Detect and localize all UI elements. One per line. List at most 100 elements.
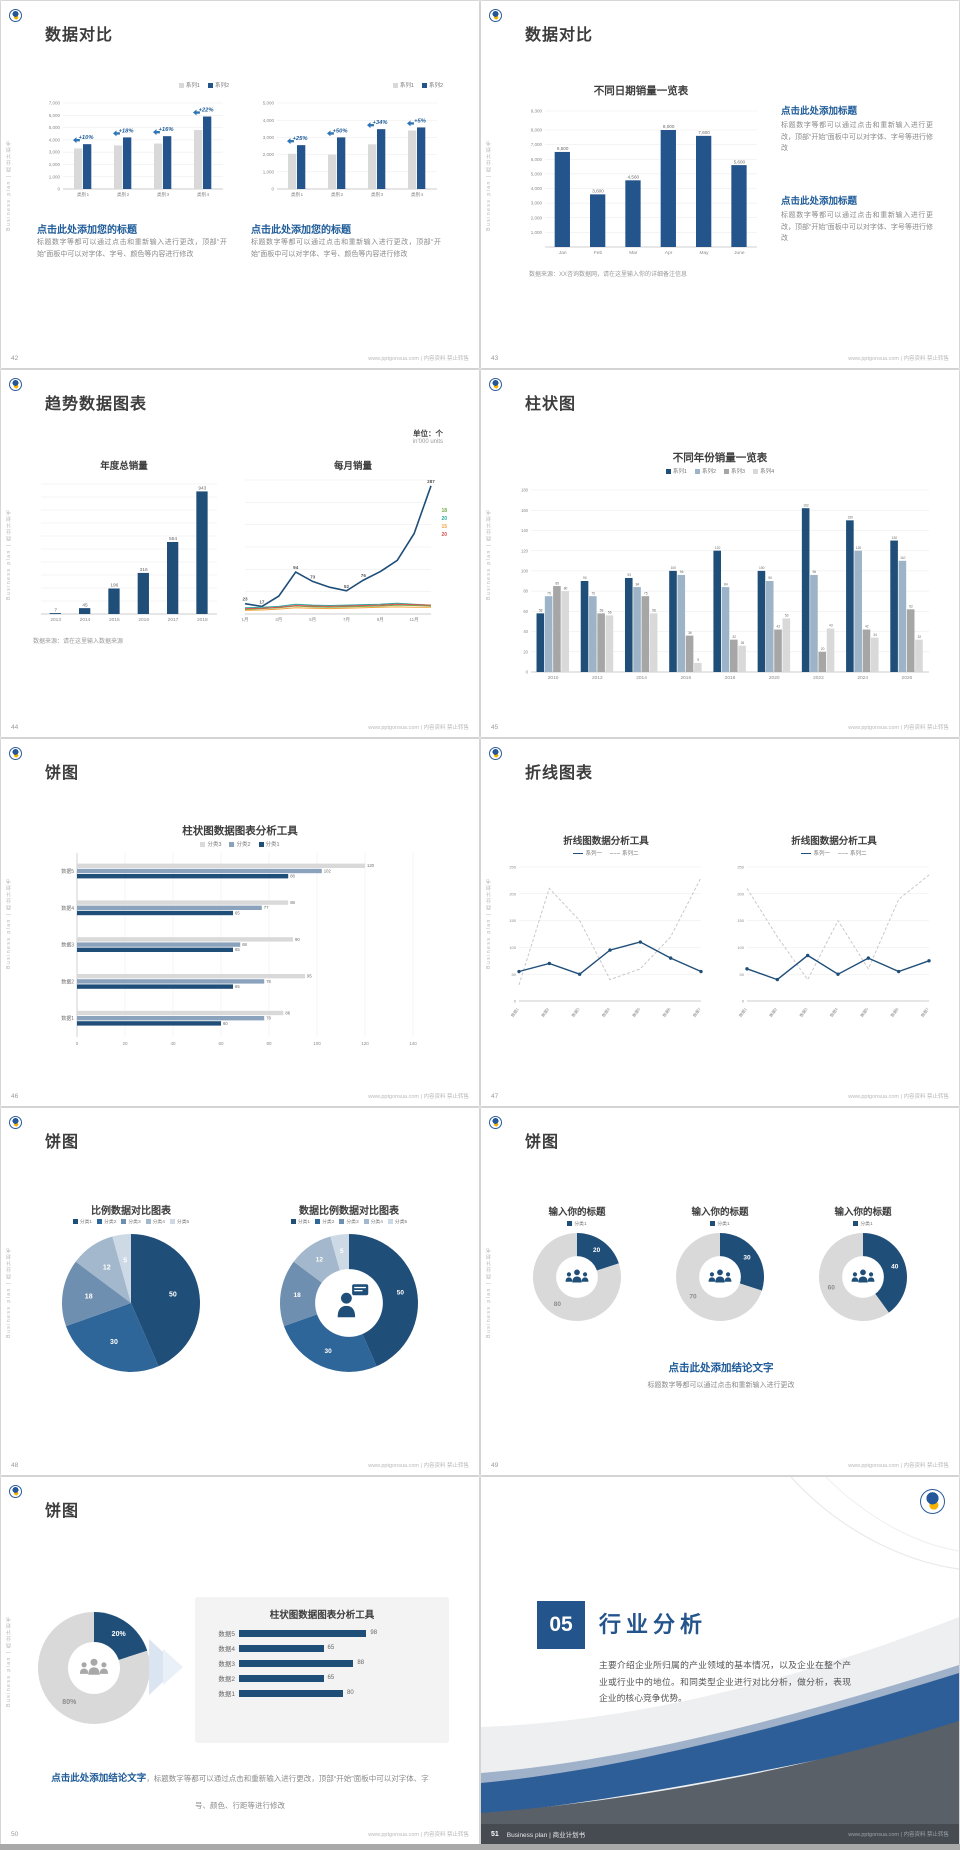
chart-legend: 分类1 分类2 分类3 分类4 分类5 [243, 1218, 455, 1225]
chart-legend: 分类1 [660, 1220, 780, 1227]
svg-text:6,500: 6,500 [557, 146, 569, 151]
column-chart: 0 20 40 60 80 100 120 140 160 180 58 75 85 80 2010 90 75… [505, 476, 935, 684]
svg-text:2,000: 2,000 [263, 152, 275, 157]
block-heading: 点击此处添加标题 [781, 196, 858, 207]
chart-title: 数据比例数据对比图表 [299, 1206, 399, 1217]
svg-text:7: 7 [54, 607, 57, 613]
svg-text:2010: 2010 [548, 675, 559, 681]
svg-text:6,000: 6,000 [49, 113, 61, 118]
chart-legend: 系列1 系列2 [251, 81, 443, 89]
svg-text:类别4: 类别4 [197, 191, 210, 198]
svg-text:84: 84 [724, 582, 728, 586]
slide-47[interactable]: Business plan | 商业计划书 折线图表 折线图数据分析工具 系列一… [481, 739, 959, 1106]
side-caption: Business plan | 商业计划书 [486, 1245, 492, 1338]
slide-46[interactable]: Business plan | 商业计划书 饼图 柱状图数据图表分析工具 分类3… [1, 739, 479, 1106]
grouped-bar-chart: 0 1,000 2,000 3,000 4,000 5,000 类别1 +25% 类别2 +50%… [251, 89, 443, 201]
unit-text: 单位：个 [413, 429, 443, 438]
slide-50[interactable]: Business plan | 商业计划书 饼图 20% 80% 柱状图数据图表分… [1, 1477, 479, 1844]
svg-text:100: 100 [313, 1041, 321, 1046]
svg-text:11月: 11月 [410, 617, 419, 623]
svg-text:250: 250 [509, 865, 516, 870]
side-caption: Business plan | 商业计划书 [6, 876, 12, 969]
svg-text:30: 30 [324, 1348, 332, 1355]
slide-footer-url: www.pptgonsua.com | 内容资料 禁止转售 [368, 356, 469, 362]
svg-text:43: 43 [829, 624, 833, 628]
svg-text:类别4: 类别4 [411, 191, 424, 198]
chart-title: 年度总销量 [100, 461, 148, 472]
svg-text:120: 120 [856, 546, 862, 550]
svg-text:数据5: 数据5 [61, 868, 74, 875]
grouped-bar-chart: 0 1,000 2,000 3,000 4,000 5,000 6,000 7,000 类别1 +… [37, 89, 229, 201]
svg-text:86: 86 [285, 1010, 290, 1015]
svg-text:6,000: 6,000 [531, 157, 543, 162]
brand-logo-icon [9, 1116, 22, 1129]
svg-text:数据5: 数据5 [630, 1006, 641, 1018]
slide-43[interactable]: Business plan | 商业计划书 数据对比 不同日期销量一览表 1,0… [481, 1, 959, 368]
svg-text:20%: 20% [112, 1631, 127, 1638]
svg-text:120: 120 [367, 863, 375, 868]
legend-item: 系列一 [801, 849, 830, 857]
svg-text:65: 65 [235, 910, 240, 915]
legend-item: 分类4 [145, 1218, 165, 1225]
brand-logo-icon [489, 747, 502, 760]
slide-footer-url: www.pptgonsua.com | 内容资料 禁止转售 [368, 725, 469, 731]
chart-title: 不同年份销量一览表 [672, 452, 768, 464]
svg-text:200: 200 [737, 891, 744, 896]
svg-text:数据1: 数据1 [61, 1015, 74, 1022]
svg-text:80: 80 [554, 1301, 562, 1308]
svg-text:160: 160 [521, 508, 529, 513]
chart-title: 柱状图数据图表分析工具 [182, 825, 298, 837]
svg-text:30: 30 [743, 1254, 751, 1261]
legend-item: 系列1 [392, 81, 414, 89]
svg-text:20: 20 [593, 1247, 601, 1254]
svg-text:80: 80 [266, 1041, 272, 1046]
svg-text:32: 32 [917, 635, 921, 639]
svg-text:80%: 80% [62, 1699, 77, 1706]
svg-text:+10%: +10% [79, 135, 94, 141]
svg-text:3,600: 3,600 [592, 189, 604, 194]
svg-text:数据2: 数据2 [767, 1006, 778, 1018]
brand-logo-icon [9, 747, 22, 760]
slide-49[interactable]: Business plan | 商业计划书 饼图 输入你的标题 分类1 20 80… [481, 1108, 959, 1475]
block-body: 标题数字等都可以通过点击和重新输入进行更改，顶部“开始”面板中可以对字体、字号等… [781, 122, 933, 153]
slide-44[interactable]: Business plan | 商业计划书 趋势数据图表 单位：个 in'000… [1, 370, 479, 737]
chart-svg: 50 30 18 12 5 [62, 1234, 200, 1372]
slide-page-number: 50 [11, 1831, 19, 1838]
slide-42[interactable]: Business plan | 商业计划书 数据对比 系列1 系列2 0 1,000… [1, 1, 479, 368]
slide-title: 饼图 [45, 765, 80, 782]
chart-title: 每月销量 [333, 461, 372, 472]
side-caption: Business plan | 商业计划书 [486, 876, 492, 969]
svg-text:1,000: 1,000 [531, 230, 543, 235]
svg-text:2022: 2022 [813, 675, 824, 681]
svg-text:数据3: 数据3 [61, 942, 74, 949]
svg-text:65: 65 [235, 947, 240, 952]
unit-subtext: in'000 units [412, 439, 443, 445]
svg-text:+50%: +50% [333, 128, 348, 134]
panel-bar-row: 数据2 65 [218, 1674, 335, 1683]
slide-48[interactable]: Business plan | 商业计划书 饼图 比例数据对比图表 分类1 分类2… [1, 1108, 479, 1475]
horizontal-bar-chart: 0 20 40 60 80 100 120 140 120 102 88 数据5 88 77 65 数据4 90… [49, 849, 429, 1051]
data-source-note: 数据来源：请在这里输入数据来源 [33, 639, 124, 645]
svg-text:4,000: 4,000 [263, 118, 275, 123]
slide-45[interactable]: Business plan | 商业计划书 柱状图 不同年份销量一览表 系列1 系… [481, 370, 959, 737]
svg-text:110: 110 [900, 556, 905, 560]
chart-svg: 1月 3月 5月 7月 9月 11月 23 17 94 73 52 76 287 18 20 15 20 [241, 479, 447, 623]
svg-text:2016: 2016 [138, 617, 149, 623]
arrow-decoration [163, 1649, 183, 1685]
chart-svg: 0 20 40 60 80 100 120 140 160 180 58 75 85 80 2010 90 75… [521, 488, 929, 681]
svg-text:50: 50 [169, 1291, 177, 1298]
block-body: 标题数字等都可以通过点击和重新输入进行更改，顶部“开始”面板中可以对字体、字号、… [251, 239, 441, 258]
svg-text:May: May [699, 250, 709, 256]
svg-text:20: 20 [441, 516, 447, 522]
svg-text:Feb: Feb [594, 250, 603, 256]
donut-chart: 40 60 [816, 1230, 910, 1324]
svg-text:23: 23 [242, 597, 248, 602]
svg-text:7,000: 7,000 [531, 142, 543, 147]
legend-item: 分类2 [97, 1218, 116, 1225]
slide-51[interactable]: 05 行业分析 主要介绍企业所归属的产业领域的基本情况，以及企业在整个产业或行业… [481, 1477, 959, 1844]
slide-title: 数据对比 [45, 27, 114, 44]
svg-text:60: 60 [828, 1284, 836, 1291]
svg-text:+25%: +25% [293, 136, 308, 142]
svg-text:60: 60 [218, 1041, 224, 1046]
svg-text:June: June [734, 250, 745, 256]
